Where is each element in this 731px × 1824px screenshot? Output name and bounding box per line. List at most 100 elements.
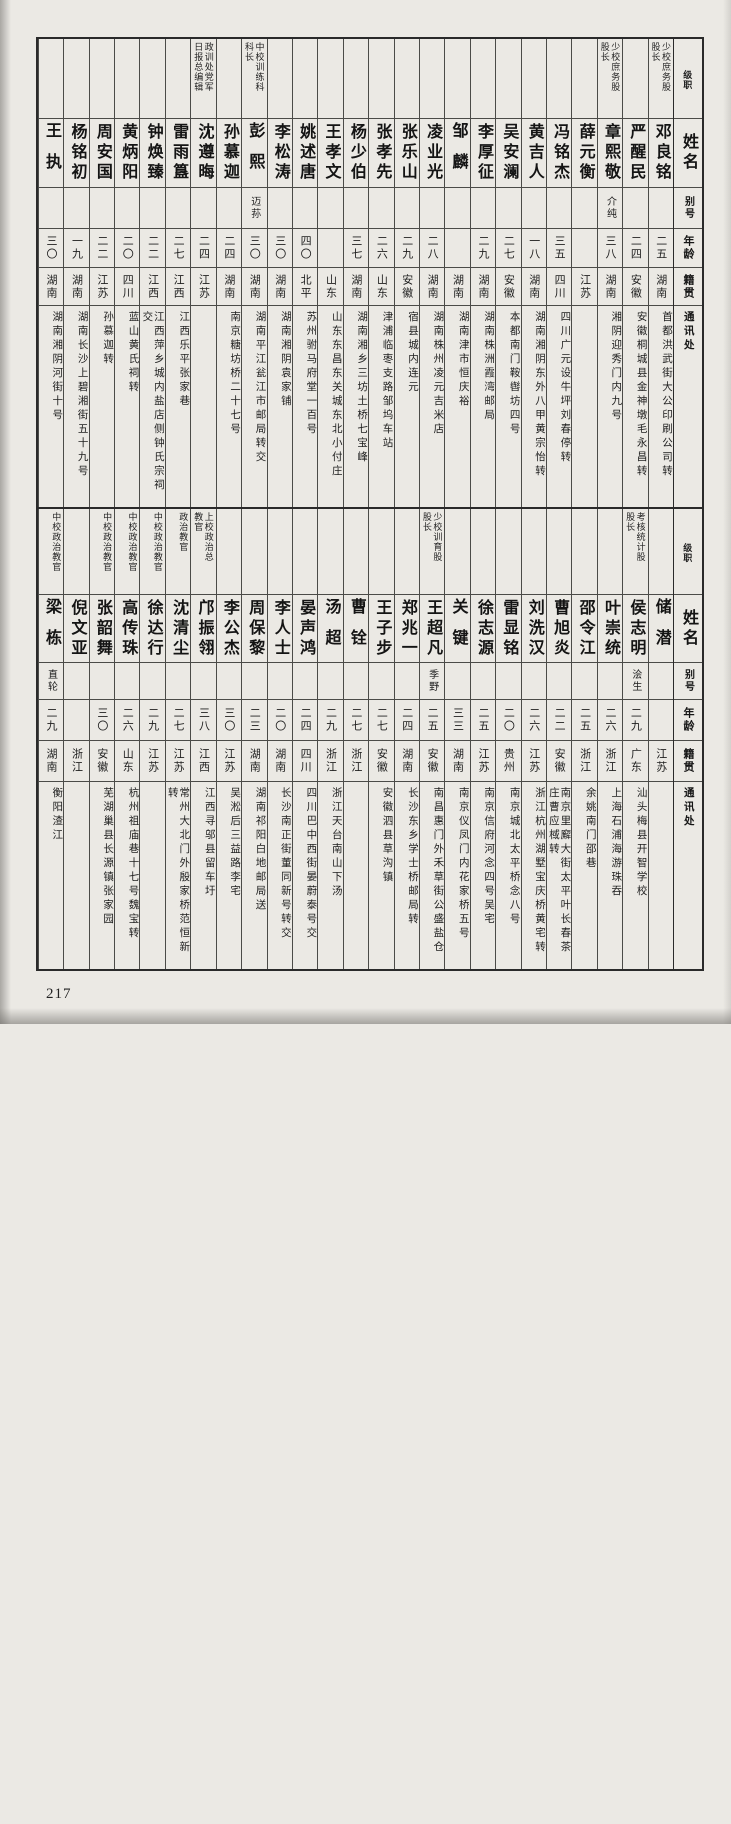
name-cell: 曹旭炎 [546,595,572,663]
name-cell: 黄炳阳 [115,119,140,188]
address-text: 湖南株州凌元吉米店 [432,311,444,437]
address-cell: 本都南门鞍辔坊四号 [496,306,520,507]
alias-cell [267,188,292,229]
name-cell: 杨铭初 [64,119,89,188]
address-text: 湖南湘阴袁家铺 [279,311,291,409]
age-cell: 二三 [242,700,267,741]
rank-cell [648,509,673,595]
origin-text: 江苏 [527,748,540,774]
roster-column: 黄吉人 一八 湖南 湖南湘阴东外八甲黄宗怡转 [520,39,546,507]
age-cell [445,229,470,268]
age-cell: 二六 [369,229,394,268]
roster-column: 上校政治总 教官 邝振翎 三八 江西 江西寻邬县留车圩 [190,509,216,969]
roster-column: 凌业光 二八 湖南 湖南株州凌元吉米店 [418,39,445,507]
age-cell: 二二 [140,229,165,268]
age-text: 二五 [426,707,439,733]
origin-cell: 安徽 [369,741,394,782]
address-cell: 南京信府河念四号吴宅 [471,782,495,969]
origin-cell: 安徽 [546,741,572,782]
rank-cell [242,509,267,595]
alias-cell [445,188,470,229]
age-text: 一八 [527,235,540,261]
rank-cell [521,509,546,595]
alias-cell [191,663,216,700]
age-cell: 一八 [521,229,546,268]
age-text: 四〇 [299,235,312,261]
address-text: 常州大北门外殷家桥范恒新转 [166,787,190,955]
origin-text: 浙江 [70,748,83,774]
age-cell [64,700,89,741]
age-cell: 三八 [191,700,216,741]
age-text: 三〇 [222,707,235,733]
alias-cell [394,188,419,229]
rank-cell [140,39,165,119]
address-cell: 津浦临枣支路邹坞车站 [369,306,393,507]
roster-column: 冯铭杰 三五 四川 四川广元设牛坪刘春停转 [545,39,572,507]
age-cell: 三五 [546,229,572,268]
origin-cell: 湖南 [394,741,419,782]
rank-text: 中校政治教官 [51,512,62,572]
origin-cell: 湖南 [521,268,546,306]
origin-cell: 安徽 [394,268,419,306]
age-cell: 二六 [597,700,623,741]
alias-cell [140,188,165,229]
row-header-age: 年龄 [674,229,702,268]
origin-cell: 江西 [140,268,165,306]
address-cell: 汕头梅县开智学校 [623,782,647,969]
name-cell: 孙慕迦 [216,119,242,188]
alias-cell [140,663,165,700]
roster-column: 王孝文 山东 山东东昌东关城东北小付庄 [317,39,343,507]
age-cell: 二九 [318,700,343,741]
origin-cell: 湖南 [216,268,242,306]
name-cell: 杨少伯 [343,119,369,188]
address-cell: 杭州祖庙巷十七号魏宝转 [115,782,139,969]
person-name: 张孝先 [373,123,391,183]
roster-column: 薛元衡 江苏 [571,39,597,507]
origin-cell: 江西 [191,741,216,782]
age-cell: 二〇 [115,229,140,268]
origin-cell: 江苏 [191,268,216,306]
person-name: 倪文亚 [68,598,86,659]
roster-column: 刘洗汉 二六 江苏 浙江杭州湖墅宝庆桥黄宅转 [520,509,546,969]
person-name: 曹铨 [347,597,365,660]
rank-cell: 少校训育股 股长 [419,509,445,595]
origin-text: 江苏 [654,748,667,774]
person-name: 李松涛 [271,123,289,183]
name-cell: 章熙敬 [597,119,623,188]
roster-column: 中校训练科 科长 彭熙 迈荪 三〇 湖南 湖南平江瓮江市邮局转交 [241,39,267,507]
rank-cell: 中校政治教官 [140,509,165,595]
rank-text: 考核统计股 股长 [625,512,646,562]
person-name: 周保黎 [246,598,264,659]
address-cell: 四川广元设牛坪刘春停转 [547,306,571,507]
person-name: 吴安澜 [500,123,518,183]
rank-cell [267,509,292,595]
rank-text: 少校庶务股 股长 [650,42,672,92]
origin-text: 湖南 [349,273,362,300]
origin-cell: 江苏 [470,741,496,782]
alias-cell [115,663,140,700]
origin-text: 湖南 [45,273,58,300]
person-name: 晏声鸿 [297,598,315,659]
row-header-origin: 籍贯 [674,741,702,782]
name-cell: 刘洗汉 [521,595,546,663]
address-cell: 浙江杭州湖墅宝庆桥黄宅转 [522,782,546,969]
rank-text: 政训处党军 日报总编辑 [193,42,214,92]
row-header-column: 级职 姓名 别号 年龄 籍贯 通讯处 [673,39,702,507]
origin-cell: 湖南 [445,741,470,782]
name-cell: 李人士 [267,595,292,663]
roster-column: 关键 三三 湖南 南京仪凤门内花家桥五号 [444,509,470,969]
address-text: 江西寻邬县留车圩 [203,787,215,899]
origin-cell: 北平 [292,268,318,306]
origin-text: 江苏 [95,273,108,300]
age-text: 二六 [527,707,540,733]
address-text: 南京信府河念四号吴宅 [483,787,495,927]
name-cell: 彭熙 [242,119,267,188]
origin-cell: 安徽 [419,741,445,782]
roster-column: 徐志源 二五 江苏 南京信府河念四号吴宅 [469,509,496,969]
origin-text: 安徽 [553,748,566,774]
alias-cell [369,663,394,700]
person-name: 彭熙 [246,122,264,184]
origin-cell: 湖南 [267,268,292,306]
row-header-alias: 别号 [674,663,702,700]
alias-cell [572,188,597,229]
